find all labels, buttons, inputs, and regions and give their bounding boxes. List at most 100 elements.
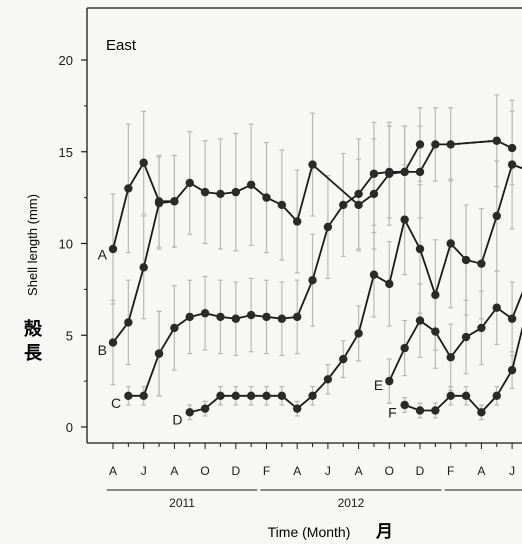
data-point (185, 408, 194, 417)
x-tick-label: A (109, 464, 117, 478)
x-tick-label: J (141, 464, 147, 478)
data-point (461, 255, 471, 265)
series-label: D (172, 412, 182, 428)
x-tick-label: F (263, 464, 270, 478)
y-tick-label: 0 (66, 420, 73, 435)
data-point (415, 406, 425, 415)
x-tick-label: A (170, 464, 178, 478)
data-point (369, 189, 379, 199)
data-point (246, 180, 256, 189)
data-point (431, 140, 440, 149)
data-point (246, 391, 256, 401)
data-point (354, 329, 363, 338)
data-point (446, 391, 455, 401)
y-tick-label: 20 (59, 53, 73, 68)
data-point (323, 222, 333, 232)
data-point (385, 167, 394, 177)
series-label: B (98, 342, 107, 358)
data-point (446, 140, 455, 149)
data-point (216, 312, 225, 322)
data-point (354, 200, 363, 210)
data-point (492, 136, 501, 145)
data-point (308, 160, 317, 169)
x-tick-label: D (416, 464, 425, 478)
data-point (477, 408, 486, 417)
data-point (492, 391, 501, 401)
x-tick-label: O (200, 464, 209, 478)
data-point (354, 189, 363, 199)
data-point (139, 263, 148, 272)
data-point (200, 187, 210, 197)
data-point (277, 200, 287, 210)
data-point (415, 244, 425, 254)
x-tick-label: J (325, 464, 331, 478)
panel-label: East (106, 37, 137, 54)
data-point (262, 391, 271, 401)
series-line (189, 163, 522, 414)
data-point (200, 404, 210, 413)
data-point (400, 343, 409, 353)
data-point (339, 354, 348, 364)
data-point (446, 353, 455, 362)
series-label: F (388, 404, 397, 420)
series-label: E (374, 377, 383, 393)
data-point (231, 314, 240, 323)
series-line (388, 291, 522, 382)
dotted-gap-line (449, 139, 498, 146)
data-point (277, 391, 287, 401)
data-point (154, 198, 164, 208)
y-tick-label: 10 (59, 237, 73, 252)
data-point (170, 197, 179, 206)
y-axis-label-jp: 殻 長 (24, 318, 48, 364)
data-point (507, 314, 517, 323)
data-point (200, 309, 210, 318)
data-point (385, 279, 394, 289)
x-axis-label: Time (Month) (268, 524, 351, 540)
data-point (461, 332, 471, 342)
data-point (385, 376, 394, 386)
data-point (477, 323, 486, 333)
data-point (216, 391, 225, 401)
data-point (400, 215, 409, 224)
y-axis-label: Shell length (mm) (25, 194, 40, 296)
data-point (185, 178, 194, 188)
data-point (323, 375, 333, 384)
data-point (262, 312, 271, 322)
x-tick-label: A (293, 464, 301, 478)
data-point (369, 169, 379, 178)
data-point (507, 365, 517, 375)
data-point (231, 391, 240, 401)
data-point (492, 211, 501, 221)
x-tick-label: F (447, 464, 454, 478)
data-point (308, 276, 317, 285)
data-point (400, 400, 409, 410)
data-point (108, 244, 118, 254)
data-point (216, 189, 225, 199)
year-label: 2012 (338, 496, 365, 510)
data-point (170, 323, 179, 333)
data-point (431, 406, 440, 415)
data-point (431, 327, 440, 336)
x-tick-label: J (509, 464, 515, 478)
data-point (185, 312, 194, 322)
x-tick-label: A (477, 464, 485, 478)
series-label: A (98, 247, 108, 263)
data-point (431, 290, 440, 300)
data-point (139, 158, 148, 167)
data-point (415, 140, 425, 149)
data-point (139, 391, 148, 401)
data-point (492, 303, 501, 312)
y-tick-label: 5 (66, 328, 73, 343)
data-point (446, 239, 455, 248)
data-point (400, 167, 409, 177)
data-point (308, 391, 317, 401)
data-point (108, 338, 118, 347)
data-point (461, 391, 471, 401)
data-point (507, 160, 517, 169)
data-point (293, 312, 302, 322)
data-point (246, 310, 256, 320)
x-tick-label: D (231, 464, 240, 478)
data-point (293, 404, 302, 413)
data-point (262, 193, 271, 202)
